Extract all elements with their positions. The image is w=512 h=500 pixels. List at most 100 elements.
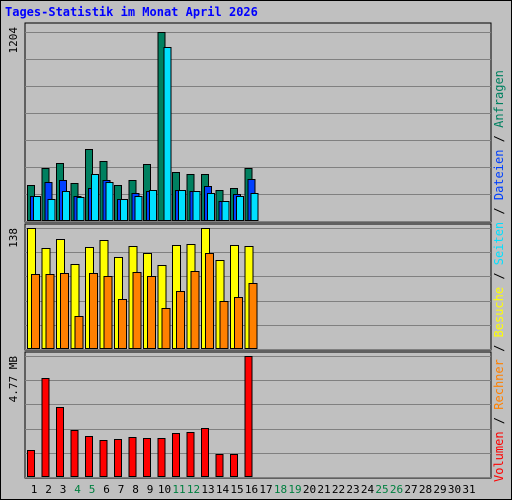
x-tick-label: 17 — [259, 483, 272, 496]
x-tick-label: 3 — [60, 483, 67, 496]
legend-anfragen: Anfragen — [492, 70, 506, 128]
bar-seiten-day-7 — [120, 199, 128, 221]
bar-rechner-day-8 — [132, 272, 142, 349]
bar-rechner-day-10 — [161, 308, 171, 349]
bar-volumen-day-5 — [85, 436, 93, 477]
y-max-label: 1204 — [7, 27, 20, 54]
x-tick-label: 6 — [103, 483, 110, 496]
bar-seiten-day-4 — [76, 197, 85, 221]
x-tick-label: 15 — [230, 483, 243, 496]
bar-seiten-day-3 — [62, 191, 70, 221]
legend-separator: / — [492, 200, 506, 222]
bar-rechner-day-12 — [190, 271, 200, 349]
bar-volumen-day-12 — [186, 432, 195, 477]
bar-volumen-day-14 — [215, 454, 224, 477]
x-tick-label: 29 — [433, 483, 446, 496]
x-tick-label: 22 — [332, 483, 345, 496]
chart-title: Tages-Statistik im Monat April 2026 — [5, 5, 258, 19]
bar-volumen-day-15 — [230, 454, 238, 477]
bar-seiten-day-10 — [163, 47, 172, 221]
x-tick-label: 13 — [201, 483, 214, 496]
legend-dateien: Dateien — [492, 150, 506, 201]
panel-middle: 138 — [7, 223, 492, 351]
x-tick-label: 21 — [317, 483, 330, 496]
bar-rechner-day-2 — [45, 274, 55, 349]
bar-volumen-day-6 — [99, 440, 108, 477]
panel-bottom: 4.77 MB — [7, 351, 492, 479]
bar-volumen-day-1 — [27, 450, 35, 477]
legend-separator: / — [492, 265, 506, 287]
bar-rechner-day-16 — [248, 283, 258, 349]
x-tick-label: 30 — [448, 483, 461, 496]
x-tick-label: 4 — [74, 483, 81, 496]
x-tick-label: 31 — [462, 483, 475, 496]
x-tick-label: 2 — [45, 483, 52, 496]
y-max-label: 4.77 MB — [7, 356, 20, 403]
x-tick-label: 14 — [216, 483, 230, 496]
legend-volumen: Volumen — [492, 431, 506, 482]
bar-seiten-day-6 — [105, 182, 114, 221]
plot-area — [24, 351, 492, 479]
bar-rechner-day-1 — [31, 274, 40, 349]
legend-text: Volumen / Rechner / Besuche / Seiten / D… — [492, 70, 506, 482]
x-tick-label: 8 — [132, 483, 139, 496]
bar-rechner-day-4 — [74, 316, 84, 349]
bar-rechner-day-5 — [89, 273, 98, 349]
x-tick-label: 11 — [172, 483, 185, 496]
bar-volumen-day-3 — [56, 407, 64, 477]
bar-volumen-day-7 — [114, 439, 122, 477]
bar-volumen-day-13 — [201, 428, 209, 477]
bar-volumen-day-16 — [244, 356, 253, 477]
bar-volumen-day-4 — [70, 430, 79, 477]
bar-seiten-day-8 — [134, 196, 143, 221]
bar-seiten-day-12 — [192, 191, 201, 221]
x-tick-label: 25 — [375, 483, 388, 496]
bar-rechner-day-15 — [234, 297, 243, 349]
right-legend: Volumen / Rechner / Besuche / Seiten / D… — [492, 70, 506, 482]
bar-rechner-day-6 — [103, 276, 113, 349]
legend-seiten: Seiten — [492, 222, 506, 265]
legend-rechner: Rechner — [492, 359, 506, 410]
bar-rechner-day-14 — [219, 301, 229, 349]
x-tick-label: 26 — [390, 483, 403, 496]
legend-besuche: Besuche — [492, 287, 506, 338]
x-tick-label: 23 — [346, 483, 359, 496]
bar-seiten-day-16 — [250, 193, 259, 221]
bar-seiten-day-15 — [236, 196, 244, 221]
legend-separator: / — [492, 337, 506, 359]
x-tick-label: 7 — [118, 483, 125, 496]
bar-volumen-day-10 — [157, 438, 166, 477]
x-tick-label: 20 — [303, 483, 316, 496]
panel-top: 1204 — [7, 22, 492, 223]
y-max-label: 138 — [7, 228, 20, 248]
bar-rechner-day-3 — [60, 273, 69, 349]
x-tick-label: 24 — [361, 483, 375, 496]
bar-rechner-day-7 — [118, 299, 127, 349]
x-tick-label: 1 — [31, 483, 38, 496]
x-axis-day-labels: 1 2 3 4 5 6 7 8 9 10 11 12 13 14 15 16 17 18 19 20 21 22 23 24 2… — [31, 483, 476, 496]
x-tick-label: 16 — [245, 483, 258, 496]
bar-seiten-day-1 — [33, 196, 41, 221]
bar-seiten-day-11 — [178, 190, 186, 221]
x-tick-label: 12 — [187, 483, 200, 496]
bar-volumen-day-11 — [172, 433, 180, 477]
bar-seiten-day-2 — [47, 199, 56, 221]
bar-volumen-day-8 — [128, 437, 137, 477]
x-tick-label: 10 — [158, 483, 171, 496]
bar-seiten-day-14 — [221, 201, 230, 221]
bar-seiten-day-5 — [91, 174, 99, 221]
legend-separator: / — [492, 410, 506, 432]
legend-separator: / — [492, 128, 506, 150]
x-tick-label: 9 — [147, 483, 154, 496]
bar-seiten-day-13 — [207, 193, 215, 221]
bar-seiten-day-9 — [149, 190, 157, 221]
x-tick-label: 19 — [288, 483, 301, 496]
x-tick-label: 5 — [89, 483, 96, 496]
bar-rechner-day-11 — [176, 291, 185, 349]
bar-rechner-day-13 — [205, 253, 214, 349]
x-tick-label: 27 — [404, 483, 417, 496]
x-tick-label: 18 — [274, 483, 287, 496]
bar-rechner-day-9 — [147, 276, 156, 349]
bar-volumen-day-2 — [41, 378, 50, 477]
